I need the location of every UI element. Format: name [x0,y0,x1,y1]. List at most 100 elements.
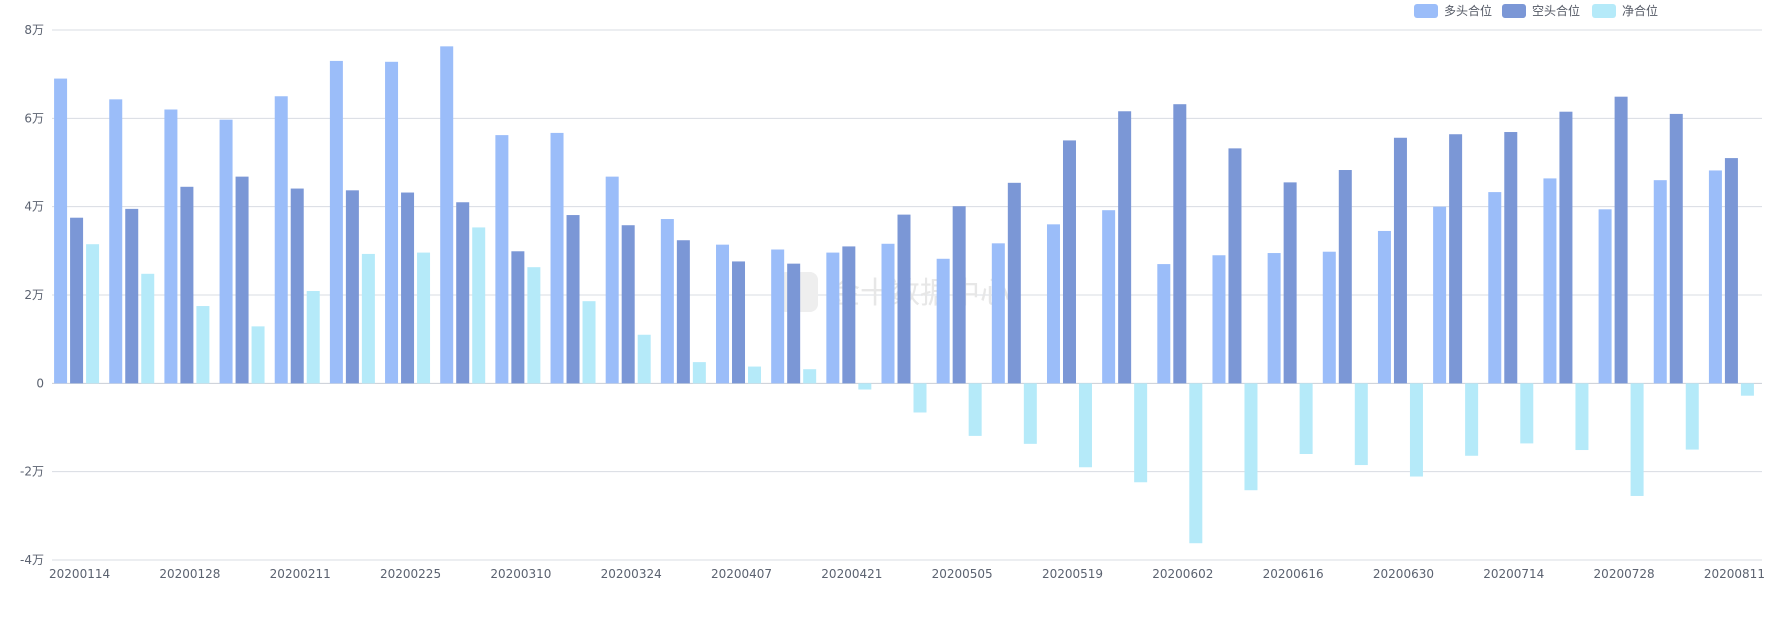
y-tick-label: -2万 [20,465,44,479]
x-axis: 20200114 20200128 20200211 20200225 20200310… [49,567,1765,581]
bar [732,261,746,384]
bar [1653,180,1667,384]
legend-item: 多头合位 [1414,3,1492,18]
bar [1189,383,1203,544]
bar [417,252,431,384]
bar [1322,251,1336,384]
bar [1575,383,1589,451]
bar [1724,158,1738,384]
bar [826,252,840,384]
bar [991,243,1005,384]
bar [748,366,762,384]
bar [472,227,486,384]
bar [1078,383,1092,468]
x-tick-label: 20200310 [490,567,551,581]
bar [1449,134,1463,384]
bar [1740,383,1754,396]
bar [1244,383,1258,491]
watermark: 金十数据中心 [778,272,1010,312]
y-tick-label: 0 [36,376,44,390]
bar [1708,170,1722,384]
y-tick-label: 6万 [24,111,44,125]
bar [1157,264,1171,384]
legend-label: 净合位 [1622,3,1658,18]
bar [637,334,651,384]
bar [787,263,801,384]
bar [109,99,123,384]
y-tick-label: -4万 [20,553,44,567]
bar [660,219,674,384]
bar [1173,104,1187,384]
bar [1669,113,1683,384]
bar [235,176,249,384]
bar [1598,209,1612,384]
bar [621,225,635,384]
bar [1465,383,1479,456]
x-tick-label: 20200211 [270,567,331,581]
bar [527,267,541,384]
bar [345,190,359,384]
bar [440,46,454,384]
bar [913,383,927,413]
bar [274,96,288,384]
bar [1023,383,1037,444]
bar [842,246,856,384]
bar [1299,383,1313,454]
bar [1433,206,1447,384]
bar [1504,132,1518,384]
x-tick-label: 20200324 [601,567,662,581]
x-tick-label: 20200114 [49,567,110,581]
bar [968,383,982,436]
bar [952,206,966,384]
x-tick-label: 20200519 [1042,567,1103,581]
bar [164,109,178,384]
bar [141,273,155,384]
bar [511,251,525,384]
x-tick-label: 20200811 [1704,567,1765,581]
bar [1685,383,1699,450]
legend-item: 净合位 [1592,3,1658,18]
bar [1559,111,1573,384]
bar [676,240,690,384]
y-tick-label: 2万 [24,288,44,302]
bar [1354,383,1368,466]
x-tick-label: 20200602 [1152,567,1213,581]
y-tick-label: 8万 [24,23,44,37]
bar [180,186,194,384]
bar [306,291,320,384]
bar [1102,210,1116,384]
bar [1630,383,1644,496]
bar [858,383,872,390]
x-tick-label: 20200505 [932,567,993,581]
legend-label: 多头合位 [1444,3,1492,18]
bar [881,243,895,384]
bar [1614,96,1628,384]
bar [329,60,343,384]
bar [1338,170,1352,384]
legend-swatch [1502,4,1526,18]
bar [54,78,68,384]
bar [1118,111,1132,384]
x-tick-label: 20200128 [159,567,220,581]
legend-swatch [1592,4,1616,18]
bar [550,132,564,384]
legend-label: 空头合位 [1532,3,1580,18]
x-tick-label: 20200225 [380,567,441,581]
watermark-text: 金十数据中心 [830,276,1010,311]
bar [401,192,415,384]
x-tick-label: 20200714 [1483,567,1544,581]
bar [86,244,100,384]
y-axis: 8万 6万 4万 2万 0 -2万 -4万 [20,23,44,567]
legend-item: 空头合位 [1502,3,1580,18]
x-tick-label: 20200728 [1594,567,1655,581]
bar [1488,192,1502,384]
x-tick-label: 20200616 [1263,567,1324,581]
bar [251,326,265,384]
bar [582,301,596,384]
bar [1393,137,1407,384]
bar [385,61,399,384]
bar [1409,383,1423,477]
bar [361,253,375,384]
